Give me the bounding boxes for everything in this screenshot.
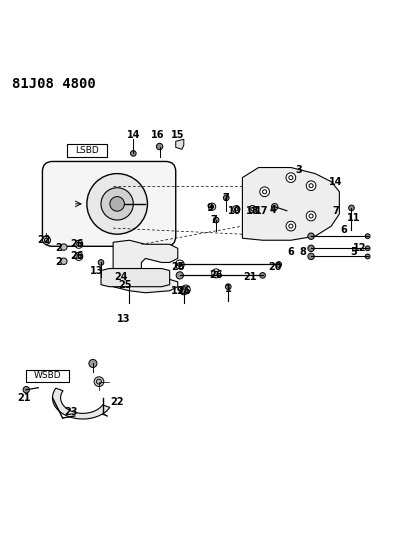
Circle shape: [89, 359, 97, 367]
Text: 3: 3: [296, 165, 302, 174]
Circle shape: [75, 252, 83, 261]
Text: 13: 13: [90, 265, 104, 276]
Circle shape: [349, 205, 354, 211]
Circle shape: [208, 203, 216, 211]
Text: 6: 6: [340, 225, 347, 235]
Circle shape: [276, 262, 282, 268]
Circle shape: [249, 206, 256, 213]
Polygon shape: [242, 167, 339, 240]
Circle shape: [365, 234, 370, 239]
Circle shape: [61, 244, 67, 251]
Text: 12: 12: [353, 244, 366, 253]
Circle shape: [42, 236, 50, 244]
Text: LSBD: LSBD: [75, 146, 99, 155]
Text: 11: 11: [347, 213, 360, 223]
Circle shape: [130, 150, 136, 156]
Text: 7: 7: [223, 193, 229, 203]
Text: 14: 14: [126, 130, 140, 140]
Text: 21: 21: [17, 393, 31, 403]
Text: 10: 10: [227, 206, 241, 216]
Text: 2: 2: [55, 257, 62, 268]
Text: 26: 26: [70, 239, 84, 249]
Text: 9: 9: [207, 203, 213, 213]
Circle shape: [260, 272, 265, 278]
Circle shape: [271, 204, 278, 210]
Text: 26: 26: [70, 252, 84, 261]
Text: 21: 21: [244, 272, 257, 281]
Polygon shape: [113, 240, 178, 293]
Text: 19: 19: [171, 286, 185, 296]
Text: 81J08 4800: 81J08 4800: [12, 77, 96, 91]
Text: 26: 26: [171, 262, 185, 271]
Polygon shape: [53, 388, 110, 419]
Circle shape: [101, 188, 133, 220]
Circle shape: [286, 173, 296, 182]
Circle shape: [365, 254, 370, 259]
Circle shape: [181, 285, 190, 294]
Circle shape: [176, 261, 183, 268]
FancyBboxPatch shape: [67, 144, 107, 157]
Text: 1: 1: [225, 284, 231, 294]
Circle shape: [87, 174, 147, 234]
Text: 26: 26: [209, 270, 223, 280]
Text: 15: 15: [171, 130, 185, 140]
Text: 13: 13: [116, 314, 130, 324]
Text: 22: 22: [110, 397, 124, 407]
Circle shape: [286, 221, 296, 231]
Circle shape: [61, 258, 67, 264]
Circle shape: [308, 253, 314, 260]
Circle shape: [110, 197, 124, 211]
Polygon shape: [176, 139, 184, 149]
Text: 8: 8: [299, 247, 307, 257]
Circle shape: [233, 206, 240, 213]
Text: 7: 7: [211, 215, 217, 225]
Circle shape: [308, 245, 314, 252]
Text: 18: 18: [246, 206, 259, 216]
Text: 5: 5: [350, 247, 357, 257]
Text: 20: 20: [268, 262, 282, 271]
Text: 16: 16: [151, 130, 164, 140]
Text: 7: 7: [332, 206, 339, 216]
Text: 2: 2: [55, 244, 62, 253]
Circle shape: [308, 233, 314, 239]
Circle shape: [175, 260, 184, 269]
Text: 23: 23: [64, 407, 78, 417]
Circle shape: [98, 260, 104, 265]
Circle shape: [94, 377, 104, 386]
FancyBboxPatch shape: [42, 161, 176, 246]
Circle shape: [156, 143, 163, 150]
Text: 22: 22: [38, 235, 51, 245]
Text: 14: 14: [328, 176, 342, 187]
Polygon shape: [101, 269, 170, 287]
Circle shape: [306, 211, 316, 221]
Circle shape: [306, 181, 316, 191]
Circle shape: [223, 195, 229, 200]
Circle shape: [23, 386, 29, 393]
Text: 6: 6: [288, 247, 294, 257]
Text: 4: 4: [269, 205, 276, 215]
Circle shape: [260, 187, 269, 197]
Circle shape: [365, 246, 370, 251]
Circle shape: [225, 284, 231, 289]
Circle shape: [180, 287, 188, 295]
Text: 25: 25: [118, 280, 132, 289]
Text: WSBD: WSBD: [34, 371, 61, 380]
Circle shape: [176, 272, 183, 279]
Circle shape: [213, 217, 219, 223]
Text: 24: 24: [114, 272, 128, 281]
Text: 26: 26: [177, 286, 191, 296]
Text: 17: 17: [255, 206, 269, 216]
Circle shape: [212, 269, 221, 278]
Circle shape: [75, 240, 83, 248]
FancyBboxPatch shape: [26, 369, 69, 383]
